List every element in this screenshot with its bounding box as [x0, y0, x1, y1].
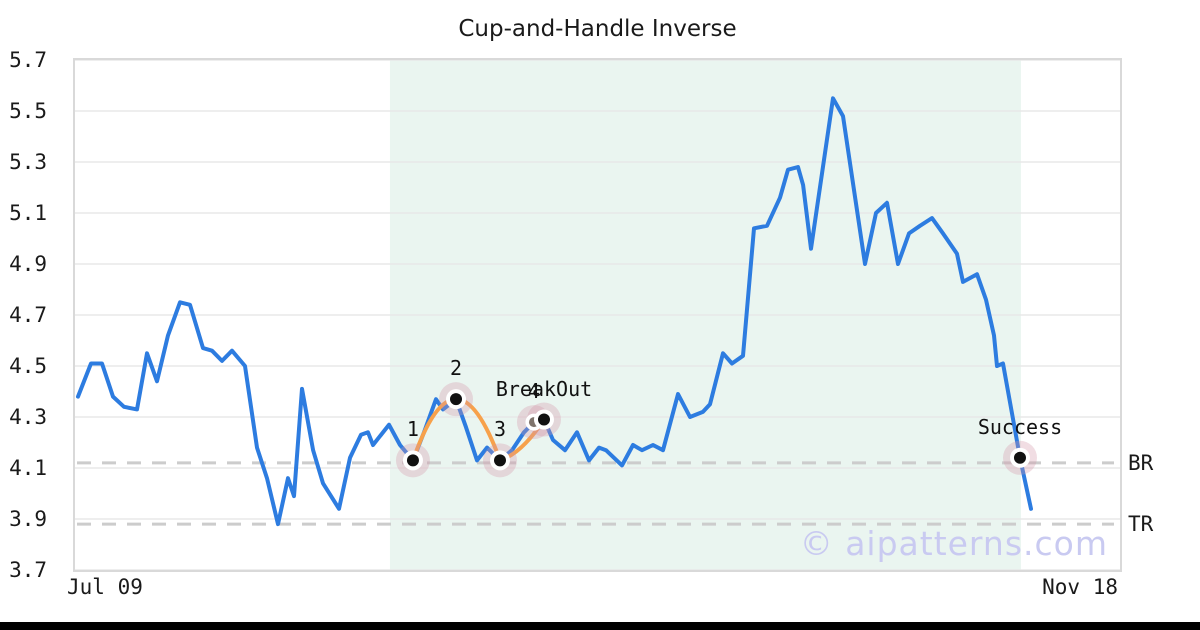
y-tick-label: 5.5 — [9, 99, 47, 123]
marker-dot — [494, 454, 507, 467]
y-tick-label: 4.3 — [9, 405, 47, 429]
marker-label-success: Success — [977, 414, 1063, 439]
chart-svg — [75, 60, 1120, 570]
y-tick-label: 4.1 — [9, 456, 47, 480]
y-tick-label: 3.9 — [9, 507, 47, 531]
marker-dot — [406, 454, 419, 467]
x-axis-start-label: Jul 09 — [67, 575, 143, 599]
plot-area: 1 2 3 4 BreakOut Success — [73, 58, 1122, 572]
marker-dot — [1013, 451, 1026, 464]
watermark: © aipatterns.com — [799, 524, 1108, 563]
marker-dot — [450, 393, 463, 406]
marker-label-3: 3 — [493, 417, 507, 442]
x-axis-end-label: Nov 18 — [1042, 575, 1118, 599]
y-tick-label: 4.5 — [9, 354, 47, 378]
y-tick-label: 4.7 — [9, 303, 47, 327]
y-tick-label: 4.9 — [9, 252, 47, 276]
target-level-label: TR — [1128, 512, 1154, 537]
y-tick-label: 5.3 — [9, 150, 47, 174]
marker-label-breakout: BreakOut — [495, 376, 593, 401]
y-tick-label: 5.1 — [9, 201, 47, 225]
marker-label-2: 2 — [449, 356, 463, 381]
y-tick-label: 5.7 — [9, 48, 47, 72]
marker-label-1: 1 — [406, 417, 419, 442]
price-line — [76, 96, 1033, 527]
marker-dot — [537, 413, 550, 426]
pattern-path — [410, 397, 546, 463]
y-tick-label: 3.7 — [9, 558, 47, 582]
chart-title: Cup-and-Handle Inverse — [458, 16, 737, 42]
bottom-bar — [0, 622, 1200, 630]
marker-label-4: 4 — [527, 379, 540, 404]
breakout-level-label: BR — [1128, 450, 1154, 475]
